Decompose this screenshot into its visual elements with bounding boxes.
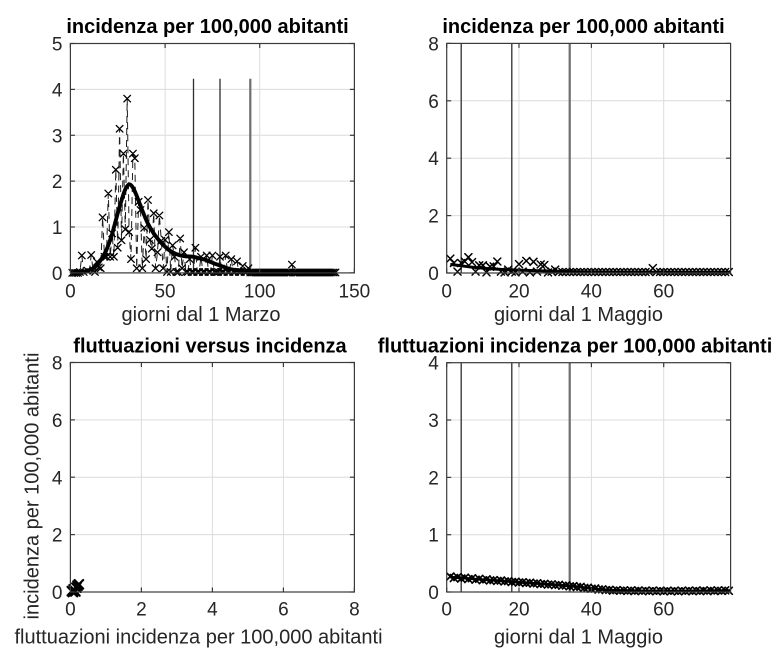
svg-text:0: 0 <box>428 264 439 285</box>
svg-text:2: 2 <box>428 207 439 228</box>
svg-text:incidenza per 100,000 abitanti: incidenza per 100,000 abitanti <box>442 16 724 38</box>
svg-text:0: 0 <box>441 600 452 621</box>
svg-text:1: 1 <box>428 526 439 547</box>
svg-text:2: 2 <box>428 468 439 489</box>
svg-text:4: 4 <box>428 149 439 170</box>
svg-text:0: 0 <box>428 583 439 604</box>
svg-text:20: 20 <box>508 600 529 621</box>
svg-text:3: 3 <box>428 411 439 432</box>
svg-text:fluttuazioni incidenza per 100: fluttuazioni incidenza per 100,000 abita… <box>378 336 773 358</box>
svg-text:8: 8 <box>52 354 63 375</box>
svg-text:4: 4 <box>428 354 439 375</box>
svg-text:40: 40 <box>581 600 602 621</box>
svg-text:2: 2 <box>52 172 63 193</box>
svg-text:60: 60 <box>653 600 674 621</box>
svg-text:4: 4 <box>52 468 63 489</box>
svg-text:0: 0 <box>52 583 63 604</box>
svg-text:6: 6 <box>278 600 289 621</box>
svg-text:giorni dal 1 Maggio: giorni dal 1 Maggio <box>494 627 663 649</box>
svg-text:incidenza per 100,000 abitanti: incidenza per 100,000 abitanti <box>22 353 44 620</box>
svg-text:100: 100 <box>244 282 276 303</box>
svg-text:fluttuazioni incidenza per 100: fluttuazioni incidenza per 100,000 abita… <box>14 627 382 649</box>
svg-text:giorni dal 1 Marzo: giorni dal 1 Marzo <box>122 304 281 326</box>
svg-text:8: 8 <box>349 600 360 621</box>
svg-text:50: 50 <box>154 282 175 303</box>
svg-text:0: 0 <box>65 282 76 303</box>
svg-text:0: 0 <box>441 282 452 303</box>
svg-text:8: 8 <box>428 34 439 55</box>
svg-text:20: 20 <box>508 282 529 303</box>
svg-text:fluttuazioni versus incidenza: fluttuazioni versus incidenza <box>73 336 347 358</box>
svg-text:0: 0 <box>52 264 63 285</box>
svg-text:giorni dal 1 Maggio: giorni dal 1 Maggio <box>494 304 663 326</box>
svg-text:3: 3 <box>52 126 63 147</box>
svg-text:2: 2 <box>52 526 63 547</box>
svg-text:1: 1 <box>52 218 63 239</box>
svg-text:40: 40 <box>581 282 602 303</box>
svg-text:60: 60 <box>653 282 674 303</box>
svg-text:2: 2 <box>136 600 147 621</box>
svg-text:6: 6 <box>52 411 63 432</box>
svg-text:4: 4 <box>52 80 63 101</box>
svg-text:6: 6 <box>428 92 439 113</box>
svg-text:5: 5 <box>52 35 63 56</box>
svg-text:0: 0 <box>65 600 76 621</box>
svg-text:150: 150 <box>339 282 371 303</box>
svg-text:incidenza per 100,000 abitanti: incidenza per 100,000 abitanti <box>66 16 348 38</box>
svg-text:4: 4 <box>207 600 218 621</box>
